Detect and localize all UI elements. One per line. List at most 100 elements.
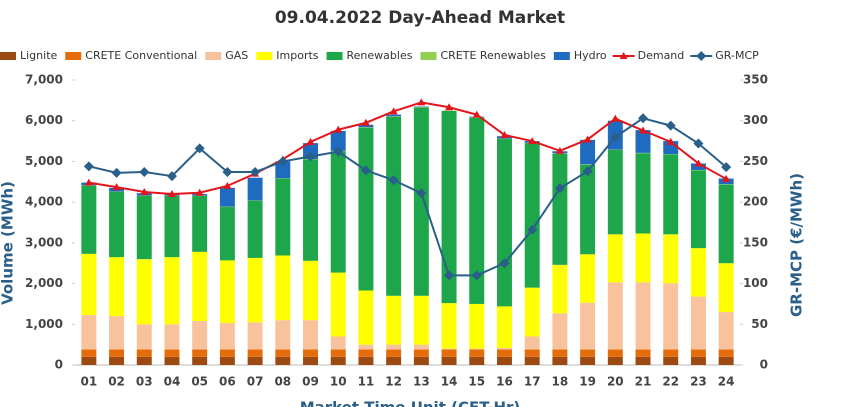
- bar: [275, 356, 291, 365]
- point: [583, 135, 592, 143]
- bar: [386, 114, 402, 117]
- point: [360, 165, 371, 176]
- bar: [136, 324, 152, 350]
- x-tick-label: 17: [524, 375, 541, 389]
- point: [139, 167, 150, 178]
- point: [499, 258, 510, 269]
- bar: [219, 356, 235, 365]
- bar: [580, 356, 596, 365]
- point: [84, 178, 93, 186]
- bar: [358, 356, 374, 365]
- bar: [219, 349, 235, 357]
- bar: [247, 257, 263, 323]
- bar: [496, 349, 512, 357]
- bar: [386, 116, 402, 296]
- bar: [164, 356, 180, 365]
- bar: [580, 254, 596, 303]
- bar: [690, 349, 706, 357]
- bar: [635, 233, 651, 283]
- bar: [192, 356, 208, 365]
- bar: [718, 312, 734, 350]
- bar: [552, 264, 568, 314]
- point: [722, 174, 731, 182]
- point: [277, 156, 288, 167]
- bar: [164, 324, 180, 350]
- bar: [81, 314, 97, 350]
- bar: [358, 124, 374, 128]
- bar: [552, 349, 568, 357]
- y-tick-label: 7,000: [25, 73, 63, 87]
- bar: [330, 130, 346, 151]
- bar: [663, 154, 679, 235]
- point: [500, 130, 509, 138]
- bar: [607, 356, 623, 365]
- point: [639, 126, 648, 134]
- bar: [635, 130, 651, 153]
- legend-swatch: [0, 52, 16, 60]
- point: [582, 166, 593, 177]
- y2-tick-label: 250: [743, 154, 768, 168]
- bar: [524, 143, 540, 288]
- bar: [524, 287, 540, 337]
- x-tick-label: 09: [302, 375, 319, 389]
- point: [417, 98, 426, 106]
- bar: [219, 187, 235, 207]
- legend-swatch: [205, 52, 222, 60]
- point: [167, 190, 176, 197]
- x-tick-label: 11: [358, 375, 375, 389]
- bar: [81, 349, 97, 357]
- point: [555, 146, 564, 154]
- legend-label: CRETE Conventional: [85, 49, 197, 62]
- bar: [303, 320, 319, 350]
- bar: [441, 303, 457, 349]
- bar: [330, 151, 346, 273]
- y2-tick-label: 200: [743, 195, 768, 209]
- bar: [718, 356, 734, 365]
- bar: [192, 251, 208, 322]
- bar: [690, 248, 706, 297]
- bar: [635, 349, 651, 357]
- y-tick-label: 4,000: [25, 195, 63, 209]
- legend-label: GR-MCP: [715, 49, 759, 62]
- bar: [635, 153, 651, 234]
- y-tick-label: 1,000: [25, 317, 63, 331]
- bar: [469, 349, 485, 357]
- bar: [469, 348, 485, 350]
- legend-label: Demand: [638, 49, 685, 62]
- point: [696, 51, 707, 61]
- bar: [580, 302, 596, 350]
- x-tick-label: 04: [164, 375, 181, 389]
- point: [222, 167, 233, 178]
- x-tick-label: 23: [690, 375, 707, 389]
- y2-tick-label: 300: [743, 113, 768, 127]
- x-tick-label: 01: [81, 375, 98, 389]
- legend-label: Imports: [276, 49, 319, 62]
- bar: [469, 303, 485, 349]
- bar: [109, 191, 125, 258]
- bar: [358, 344, 374, 350]
- bar: [330, 272, 346, 337]
- point: [721, 162, 732, 173]
- bar: [303, 349, 319, 357]
- x-tick-label: 13: [413, 375, 430, 389]
- point: [694, 159, 703, 167]
- bar: [109, 356, 125, 365]
- bar: [607, 234, 623, 283]
- bar: [136, 259, 152, 325]
- bar: [386, 349, 402, 357]
- bar: [164, 349, 180, 357]
- bar: [81, 185, 97, 254]
- bar: [580, 164, 596, 255]
- line: [88, 101, 727, 196]
- bar: [275, 161, 291, 179]
- bar: [136, 196, 152, 260]
- point: [250, 167, 261, 178]
- bar: [690, 296, 706, 350]
- bar: [469, 356, 485, 365]
- bar: [247, 349, 263, 357]
- bar: [247, 356, 263, 365]
- point: [195, 188, 204, 196]
- bar: [413, 356, 429, 365]
- chart-title: 09.04.2022 Day-Ahead Market: [275, 8, 565, 28]
- bar: [109, 257, 125, 317]
